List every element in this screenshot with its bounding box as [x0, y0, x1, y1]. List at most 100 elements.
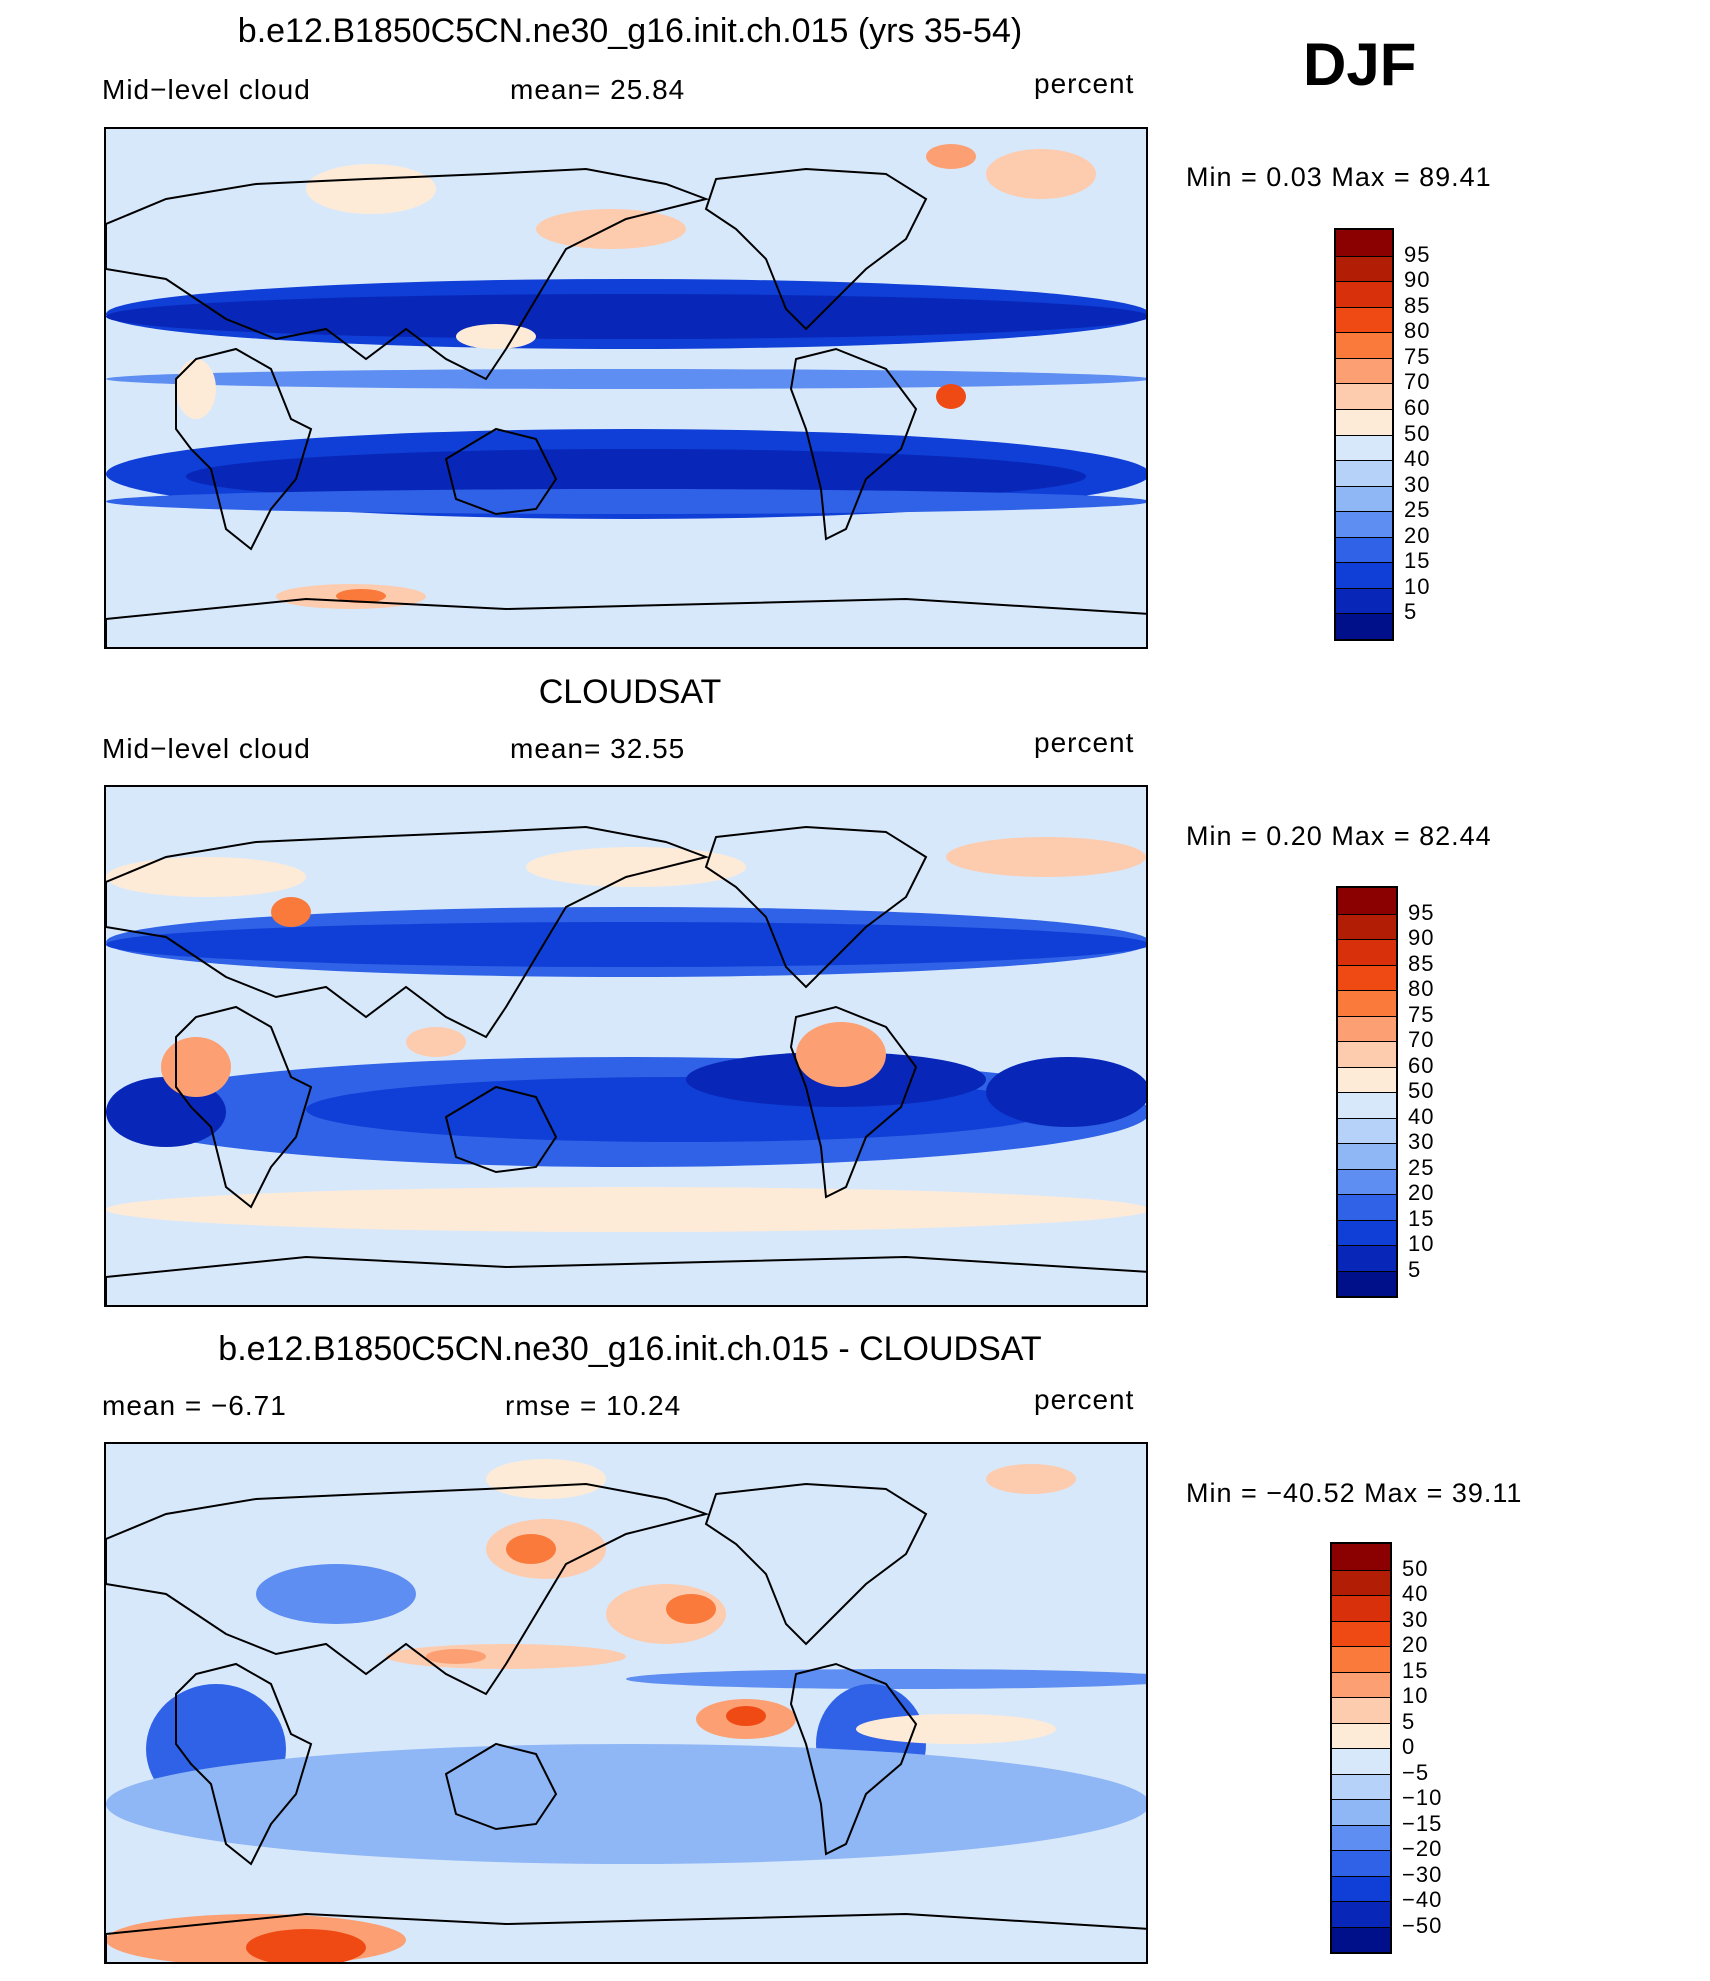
colorbar-box — [1338, 1219, 1396, 1245]
colorbar-label: 50 — [1408, 1078, 1435, 1103]
panel-3-mean: mean = −6.71 — [102, 1390, 287, 1421]
colorbar-box — [1332, 1748, 1390, 1774]
colorbar-box — [1332, 1875, 1390, 1901]
colorbar-label: 15 — [1408, 1205, 1435, 1231]
season-label: DJF — [1303, 31, 1417, 98]
coastlines — [106, 825, 1146, 1305]
colorbar-label: 10 — [1404, 573, 1431, 599]
colorbar-box — [1338, 913, 1396, 939]
colorbar-label: 5 — [1408, 1256, 1422, 1282]
panel-2-title: CLOUDSAT — [538, 673, 722, 711]
map-field — [106, 129, 1146, 647]
colorbar-box — [1338, 1041, 1396, 1067]
colorbar-box — [1332, 1569, 1390, 1595]
colorbar-label: 10 — [1408, 1231, 1435, 1256]
coastlines — [106, 167, 1146, 647]
colorbar-box — [1336, 511, 1392, 537]
colorbar-box — [1338, 1194, 1396, 1220]
panel-3-title: b.e12.B1850C5CN.ne30_g16.init.ch.015 - C… — [218, 1330, 1042, 1368]
panel-3-units: percent — [1034, 1384, 1135, 1415]
colorbar-box — [1332, 1697, 1390, 1723]
panel-1-map — [104, 127, 1148, 649]
colorbar-label: 40 — [1402, 1581, 1429, 1606]
colorbar-label: 95 — [1408, 899, 1435, 925]
colorbar-label: 95 — [1404, 241, 1431, 267]
colorbar-label: 25 — [1404, 497, 1431, 523]
colorbar-label: 30 — [1404, 471, 1431, 497]
panel-1-units: percent — [1034, 68, 1135, 99]
colorbar-label: 40 — [1404, 446, 1431, 472]
colorbar-label: 85 — [1404, 292, 1431, 318]
colorbar-box — [1332, 1773, 1390, 1799]
colorbar-box — [1336, 434, 1392, 461]
panel-2-map — [104, 785, 1148, 1307]
panel-1-minmax: Min = 0.03 Max = 89.41 — [1186, 162, 1492, 192]
colorbar-box — [1338, 964, 1396, 990]
colorbar-box — [1336, 408, 1392, 435]
panel-3-map — [104, 1442, 1148, 1964]
colorbar-label: 80 — [1404, 318, 1431, 344]
panel-1-variable: Mid−level cloud — [102, 74, 311, 105]
panel-1-title: b.e12.B1850C5CN.ne30_g16.init.ch.015 (yr… — [237, 12, 1023, 50]
map-field — [106, 1444, 1146, 1962]
colorbar-box — [1332, 1646, 1390, 1672]
colorbar-box — [1336, 306, 1392, 333]
colorbar-box — [1336, 332, 1392, 358]
colorbar-label: 5 — [1404, 599, 1418, 625]
colorbar-label: 60 — [1404, 394, 1431, 420]
colorbar-label: −30 — [1402, 1861, 1443, 1887]
colorbar-box — [1338, 1015, 1396, 1041]
colorbar-box — [1338, 939, 1396, 965]
colorbar-box — [1332, 1824, 1390, 1850]
colorbar-label: 20 — [1404, 522, 1431, 548]
colorbar-box — [1338, 1168, 1396, 1194]
colorbar-label: 30 — [1402, 1606, 1429, 1632]
colorbar-label: 50 — [1404, 420, 1431, 446]
panel-2-minmax: Min = 0.20 Max = 82.44 — [1186, 821, 1492, 851]
panel-2-mean: mean= 32.55 — [510, 733, 686, 764]
colorbar-label: 70 — [1408, 1027, 1435, 1052]
colorbar-label: −5 — [1402, 1759, 1430, 1785]
colorbar-box — [1336, 536, 1392, 563]
colorbar-label: 15 — [1402, 1657, 1429, 1683]
colorbar-label: 60 — [1408, 1052, 1435, 1078]
colorbar-box — [1338, 1245, 1396, 1271]
colorbar-label: 75 — [1408, 1001, 1435, 1027]
panel-2-units: percent — [1034, 727, 1135, 758]
colorbar-box — [1332, 1620, 1390, 1646]
panel-3-minmax: Min = −40.52 Max = 39.11 — [1186, 1478, 1523, 1508]
colorbar-label: 50 — [1402, 1555, 1429, 1581]
colorbar-label: 20 — [1408, 1180, 1435, 1205]
colorbar-box — [1338, 1270, 1396, 1296]
colorbar-box — [1338, 888, 1396, 914]
colorbar-label: −20 — [1402, 1836, 1443, 1861]
colorbar-label: 25 — [1408, 1154, 1435, 1180]
panel-3-colorbar — [1330, 1542, 1392, 1954]
colorbar-label: 90 — [1404, 267, 1431, 293]
colorbar-label: 70 — [1404, 369, 1431, 395]
colorbar-box — [1336, 281, 1392, 307]
colorbar-label: 90 — [1408, 925, 1435, 950]
coastlines — [106, 1482, 1146, 1962]
panel-2-colorbar — [1336, 886, 1398, 1298]
colorbar-box — [1332, 1901, 1390, 1927]
colorbar-label: 20 — [1402, 1632, 1429, 1657]
colorbar-label: 5 — [1402, 1708, 1416, 1734]
colorbar-label: 0 — [1402, 1734, 1416, 1759]
colorbar-box — [1332, 1671, 1390, 1697]
colorbar-label: 10 — [1402, 1683, 1429, 1708]
colorbar-label: −50 — [1402, 1912, 1443, 1938]
colorbar-box — [1332, 1926, 1390, 1952]
colorbar-box — [1336, 460, 1392, 486]
colorbar-box — [1338, 1092, 1396, 1118]
panel-1-colorbar — [1334, 228, 1394, 641]
colorbar-box — [1332, 1722, 1390, 1748]
colorbar-label: 15 — [1404, 548, 1431, 574]
colorbar-box — [1338, 1143, 1396, 1169]
colorbar-label: −15 — [1402, 1810, 1443, 1836]
colorbar-box — [1336, 562, 1392, 588]
colorbar-label: 85 — [1408, 950, 1435, 976]
colorbar-box — [1336, 613, 1392, 639]
panel-2-variable: Mid−level cloud — [102, 733, 311, 764]
colorbar-box — [1338, 1117, 1396, 1143]
